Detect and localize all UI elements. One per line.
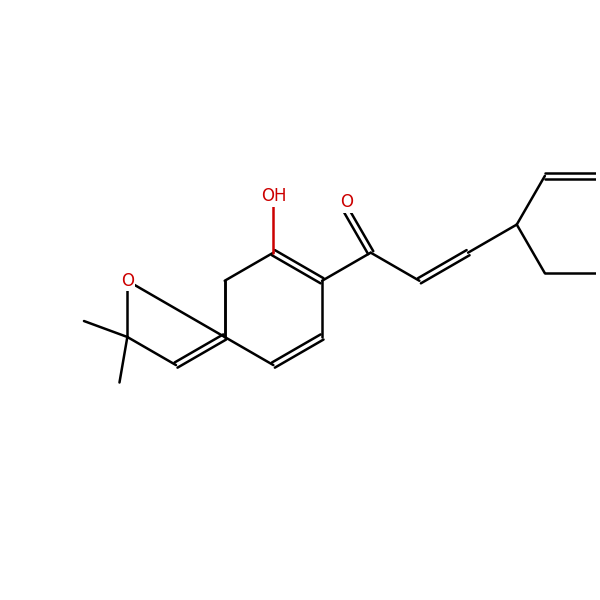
Text: O: O xyxy=(121,272,134,290)
Text: O: O xyxy=(340,193,353,211)
Text: OH: OH xyxy=(260,187,286,205)
